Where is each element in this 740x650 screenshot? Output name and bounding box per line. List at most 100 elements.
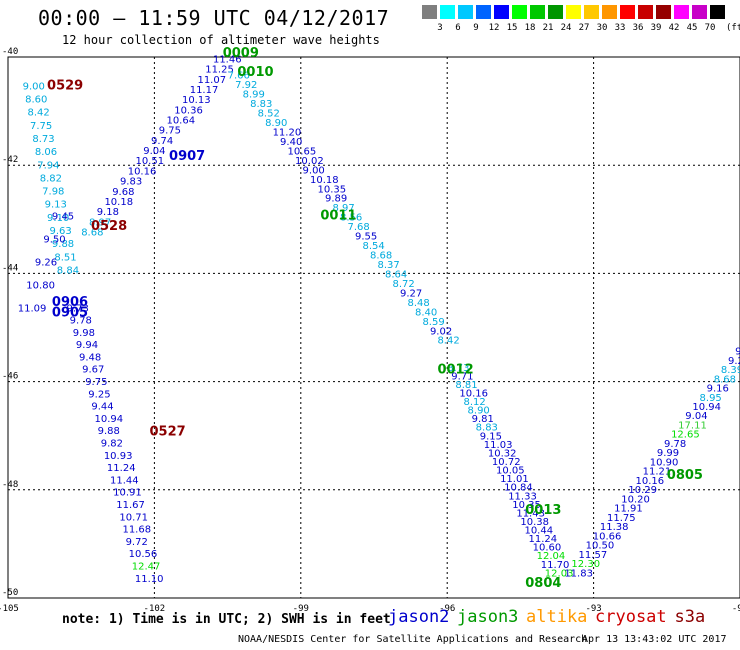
- swh-value: 9.73: [67, 303, 89, 314]
- swh-value: 8.06: [35, 147, 57, 158]
- swh-value: 8.95: [700, 393, 722, 404]
- swh-value: 11.01: [500, 474, 529, 485]
- color-swatch: [674, 5, 689, 19]
- pass-label: 0012: [437, 362, 473, 377]
- swh-value: 7.68: [348, 222, 370, 233]
- swh-value: 10.71: [119, 512, 148, 523]
- swh-value: 9.63: [49, 226, 71, 237]
- swh-value: 9.48: [79, 352, 101, 363]
- color-label: 18: [524, 23, 536, 33]
- swh-value: 8.40: [415, 307, 437, 318]
- swh-value: 10.60: [533, 543, 562, 554]
- swh-value: 12.65: [671, 430, 700, 441]
- swh-value: 11.09: [18, 303, 47, 314]
- swh-value: 10.16: [128, 166, 157, 177]
- swh-value: 10.18: [104, 197, 133, 208]
- color-label: 21: [542, 23, 554, 33]
- color-label: 24: [560, 23, 572, 33]
- swh-value: 8.84: [57, 265, 79, 276]
- swh-value: 8.81: [455, 380, 477, 391]
- swh-value: 12.03: [545, 568, 574, 579]
- swh-value: 8.68: [714, 374, 736, 385]
- color-label: 30: [596, 23, 608, 33]
- color-swatch: [692, 5, 707, 19]
- lat-tick-label: -50: [2, 588, 18, 598]
- swh-value: 8.97: [89, 217, 111, 228]
- swh-value: 8.73: [447, 363, 469, 374]
- swh-value: 11.20: [273, 127, 302, 138]
- credit-text: NOAA/NESDIS Center for Satellite Applica…: [238, 634, 588, 645]
- swh-value: 10.20: [621, 494, 650, 505]
- swh-value: 11.43: [516, 508, 545, 519]
- swh-value: 9.82: [101, 439, 123, 450]
- swh-value: 7.66: [228, 71, 250, 82]
- swh-value: 8.60: [25, 95, 47, 106]
- swh-value: 11.24: [107, 463, 136, 474]
- color-label: 36: [632, 23, 644, 33]
- pass-label: 0011: [320, 208, 356, 223]
- pass-label: 0013: [525, 503, 561, 518]
- color-label: 12: [488, 23, 500, 33]
- swh-value: 8.68: [370, 251, 392, 262]
- swh-value: 10.35: [512, 500, 541, 511]
- color-swatch: [710, 5, 725, 19]
- lat-tick-label: -40: [2, 47, 18, 57]
- color-swatch: [476, 5, 491, 19]
- swh-value: 11.25: [205, 65, 234, 76]
- swh-value: 9.40: [280, 137, 302, 148]
- swh-value: 9.2: [728, 356, 740, 367]
- pass-label: 0529: [47, 78, 83, 93]
- swh-value: 9.68: [112, 187, 134, 198]
- color-label: 70: [704, 23, 716, 33]
- pass-label: 0010: [237, 65, 273, 80]
- lon-tick-label: -99: [293, 604, 309, 614]
- swh-value: 9.75: [159, 126, 181, 137]
- swh-value: 10.44: [524, 526, 553, 537]
- lat-tick-label: -48: [2, 480, 18, 490]
- swh-value: 9.04: [685, 411, 707, 422]
- satellite-name: cryosat: [595, 607, 667, 627]
- color-label: 42: [668, 23, 680, 33]
- swh-value: 10.93: [104, 451, 133, 462]
- swh-value: 9.26: [35, 257, 57, 268]
- swh-value: 10.50: [586, 541, 615, 552]
- lon-tick-label: -102: [144, 604, 166, 614]
- swh-value: 11.38: [600, 522, 629, 533]
- swh-value: 11.68: [122, 525, 151, 536]
- swh-value: 9.88: [98, 426, 120, 437]
- swh-value: 11.44: [110, 475, 139, 486]
- swh-value: 9.50: [43, 234, 65, 245]
- swh-value: 10.02: [295, 156, 324, 167]
- swh-value: 10.38: [520, 517, 549, 528]
- swh-value: 7.75: [30, 121, 52, 132]
- lon-tick-label: -96: [439, 604, 455, 614]
- pass-label: 0805: [667, 468, 703, 483]
- swh-value: 10.29: [628, 485, 657, 496]
- swh-value: 10.05: [496, 466, 525, 477]
- satellite-name: s3a: [674, 607, 706, 627]
- color-swatch: [548, 5, 563, 19]
- swh-value: 11.91: [614, 504, 643, 515]
- swh-value: 10.51: [135, 156, 164, 167]
- swh-value: 10.18: [310, 175, 339, 186]
- swh-value: 8.54: [362, 241, 384, 252]
- swh-value: 11.33: [508, 491, 537, 502]
- color-label: 3: [437, 23, 443, 33]
- swh-value: 8.99: [243, 90, 265, 101]
- swh-value: 10.72: [492, 457, 521, 468]
- satellite-name: jason3: [457, 607, 519, 627]
- color-label: 33: [614, 23, 626, 33]
- timestamp: Apr 13 13:43:02 UTC 2017: [582, 634, 727, 645]
- swh-value: 9.15: [480, 431, 502, 442]
- swh-value: 8.39: [721, 365, 740, 376]
- color-label: 15: [506, 23, 518, 33]
- color-label: 27: [578, 23, 590, 33]
- swh-value: 10.32: [488, 448, 517, 459]
- page-title: 00:00 – 11:59 UTC 04/12/2017: [38, 6, 390, 30]
- swh-value: 8.64: [385, 269, 407, 280]
- swh-value: 8.82: [40, 173, 62, 184]
- color-swatch: [656, 5, 671, 19]
- swh-value: 8.90: [265, 118, 287, 129]
- swh-value: 9.72: [126, 537, 148, 548]
- lat-tick-label: -44: [2, 263, 18, 273]
